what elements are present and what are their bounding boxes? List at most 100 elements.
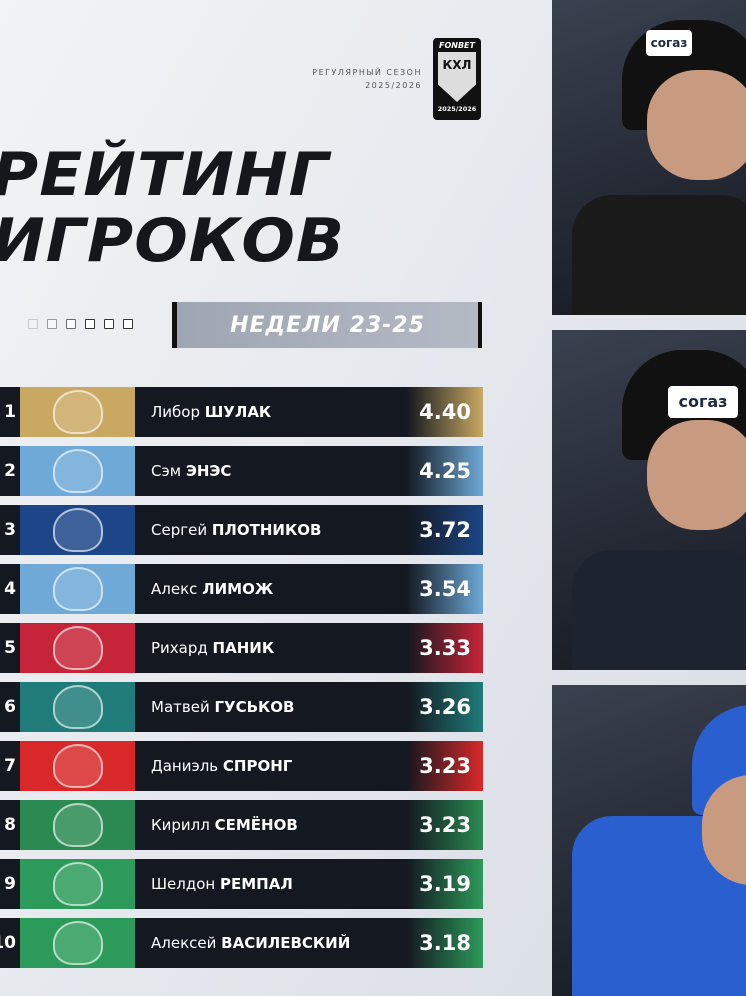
last-name: РЕМПАЛ [220,875,293,893]
player-name: Матвей ГУСЬКОВ [151,698,419,716]
team-logo [20,859,135,909]
player-name: Кирилл СЕМЁНОВ [151,816,419,834]
last-name: ЛИМОЖ [202,580,274,598]
last-name: ГУСЬКОВ [214,698,295,716]
team-crest-icon [52,862,103,906]
player-photo-3 [552,685,746,996]
player-score: 4.25 [419,459,471,483]
last-name: СЕМЁНОВ [214,816,298,834]
player-score: 3.18 [419,931,471,955]
ranking-row: 9 Шелдон РЕМПАЛ 3.19 [0,859,483,909]
player-bar: Алекс ЛИМОЖ 3.54 [135,564,483,614]
team-crest-icon [52,921,103,965]
player-photo-1: СОГАЗ [552,0,746,315]
first-name: Алексей [151,934,217,952]
helmet-sponsor: СОГАЗ [646,30,692,56]
logo-year: 2025/2026 [437,105,477,113]
last-name: ЭНЭС [185,462,232,480]
player-score: 3.19 [419,872,471,896]
first-name: Сергей [151,521,208,539]
rank-number: 5 [0,623,20,673]
last-name: СПРОНГ [222,757,293,775]
player-score: 3.23 [419,813,471,837]
rank-number: 9 [0,859,20,909]
team-crest-icon [52,744,103,788]
team-crest-icon [52,685,103,729]
player-score: 3.23 [419,754,471,778]
player-photo-2: СОГАЗ [552,330,746,670]
team-crest-icon [52,626,103,670]
last-name: ШУЛАК [204,403,272,421]
ranking-row: 8 Кирилл СЕМЁНОВ 3.23 [0,800,483,850]
team-crest-icon [52,567,103,611]
team-logo [20,800,135,850]
team-logo [20,623,135,673]
player-bar: Либор ШУЛАК 4.40 [135,387,483,437]
season-label: РЕГУЛЯРНЫЙ СЕЗОН 2025/2026 [312,66,422,92]
team-logo [20,564,135,614]
team-logo [20,505,135,555]
title-line-2: ИГРОКОВ [0,206,346,276]
first-name: Даниэль [151,757,219,775]
player-name: Алексей ВАСИЛЕВСКИЙ [151,934,419,952]
last-name: ПЛОТНИКОВ [211,521,322,539]
team-logo [20,387,135,437]
rank-number: 7 [0,741,20,791]
page-title: РЕЙТИНГ ИГРОКОВ [0,142,345,274]
rank-number: 8 [0,800,20,850]
last-name: ПАНИК [212,639,275,657]
ranking-row: 2 Сэм ЭНЭС 4.25 [0,446,483,496]
ranking-row: 3 Сергей ПЛОТНИКОВ 3.72 [0,505,483,555]
first-name: Алекс [151,580,198,598]
ranking-row: 10 Алексей ВАСИЛЕВСКИЙ 3.18 [0,918,483,968]
player-name: Алекс ЛИМОЖ [151,580,419,598]
player-score: 3.26 [419,695,471,719]
player-bar: Сэм ЭНЭС 4.25 [135,446,483,496]
player-bar: Матвей ГУСЬКОВ 3.26 [135,682,483,732]
player-score: 3.72 [419,518,471,542]
weeks-badge: НЕДЕЛИ 23-25 [172,302,482,348]
khl-logo: FONBET КХЛ 2025/2026 [433,38,481,120]
team-logo [20,682,135,732]
player-name: Даниэль СПРОНГ [151,757,419,775]
player-name: Либор ШУЛАК [151,403,419,421]
player-name: Шелдон РЕМПАЛ [151,875,419,893]
player-score: 3.54 [419,577,471,601]
team-crest-icon [52,803,103,847]
player-name: Рихард ПАНИК [151,639,419,657]
first-name: Сэм [151,462,182,480]
title-line-1: РЕЙТИНГ [0,140,330,210]
player-name: Сергей ПЛОТНИКОВ [151,521,419,539]
ranking-row: 4 Алекс ЛИМОЖ 3.54 [0,564,483,614]
team-crest-icon [52,390,103,434]
team-crest-icon [52,449,103,493]
helmet-sponsor: СОГАЗ [668,386,738,418]
ranking-row: 1 Либор ШУЛАК 4.40 [0,387,483,437]
first-name: Шелдон [151,875,216,893]
rank-number: 2 [0,446,20,496]
player-bar: Шелдон РЕМПАЛ 3.19 [135,859,483,909]
first-name: Матвей [151,698,210,716]
player-bar: Даниэль СПРОНГ 3.23 [135,741,483,791]
team-crest-icon [52,508,103,552]
first-name: Рихард [151,639,208,657]
first-name: Кирилл [151,816,210,834]
rank-number: 10 [0,918,20,968]
player-score: 4.40 [419,400,471,424]
rank-number: 1 [0,387,20,437]
last-name: ВАСИЛЕВСКИЙ [221,934,351,952]
ranking-row: 5 Рихард ПАНИК 3.33 [0,623,483,673]
first-name: Либор [151,403,200,421]
rank-number: 3 [0,505,20,555]
season-years: 2025/2026 [365,81,422,90]
player-bar: Сергей ПЛОТНИКОВ 3.72 [135,505,483,555]
ranking-row: 6 Матвей ГУСЬКОВ 3.26 [0,682,483,732]
team-logo [20,741,135,791]
player-bar: Кирилл СЕМЁНОВ 3.23 [135,800,483,850]
player-name: Сэм ЭНЭС [151,462,419,480]
player-score: 3.33 [419,636,471,660]
team-logo [20,446,135,496]
sponsor-text: FONBET [439,41,475,50]
season-name: РЕГУЛЯРНЫЙ СЕЗОН [312,68,422,77]
rank-number: 4 [0,564,20,614]
